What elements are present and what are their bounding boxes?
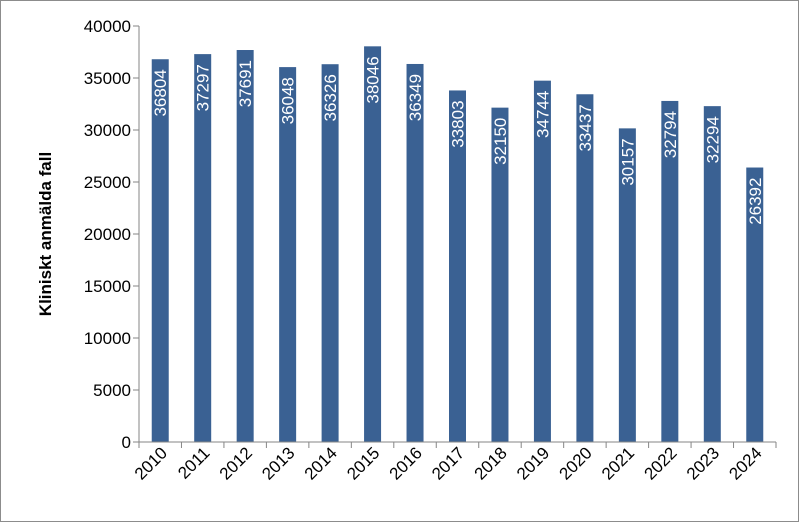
y-tick-label: 40000 <box>84 17 131 36</box>
bars <box>151 46 764 443</box>
x-tick-label: 2023 <box>683 443 723 483</box>
bar <box>449 90 466 443</box>
x-tick-label: 2011 <box>174 443 213 482</box>
x-tick-label: 2014 <box>301 443 341 483</box>
bar <box>364 46 382 443</box>
data-label: 33437 <box>576 104 595 151</box>
y-axis: 0 5000 10000 15000 20000 25000 30000 35000 40000 <box>84 17 140 452</box>
y-tick-label: 0 <box>122 433 131 452</box>
x-tick-label: 2017 <box>428 443 468 483</box>
x-tick-label: 2024 <box>725 443 765 483</box>
data-labels: 36804 37297 37691 36048 36326 38046 36349 33803… <box>151 56 765 224</box>
data-label: 36048 <box>279 77 298 124</box>
x-tick-label: 2010 <box>131 443 171 483</box>
y-tick-label: 10000 <box>84 329 131 348</box>
data-label: 36804 <box>151 69 170 116</box>
y-tick-label: 20000 <box>84 225 131 244</box>
data-label: 33803 <box>449 100 468 147</box>
data-label: 32294 <box>703 116 722 163</box>
bar <box>533 80 551 442</box>
y-tick-label: 35000 <box>84 69 131 88</box>
bar <box>576 94 594 443</box>
x-tick-label: 2020 <box>556 443 596 483</box>
x-tick-label: 2022 <box>640 443 680 483</box>
bar <box>194 54 212 442</box>
x-axis: 2010 2011 2012 2013 2014 2015 2016 2017 2018 2019… <box>131 441 777 484</box>
data-label: 34744 <box>533 91 552 138</box>
y-tick-label: 25000 <box>84 173 131 192</box>
bar <box>491 107 509 442</box>
data-label: 37297 <box>194 64 213 111</box>
bar <box>746 167 764 442</box>
data-label: 38046 <box>364 56 383 103</box>
x-tick-label: 2021 <box>598 443 638 483</box>
x-tick-label: 2015 <box>343 443 383 483</box>
bar <box>151 59 169 442</box>
data-label: 32794 <box>661 111 680 158</box>
bar <box>661 100 679 443</box>
data-label: 26392 <box>746 178 765 225</box>
y-tick-label: 5000 <box>93 381 131 400</box>
bar <box>236 50 254 442</box>
x-tick-label: 2016 <box>386 443 426 483</box>
y-tick-label: 15000 <box>84 277 131 296</box>
bar <box>321 64 339 442</box>
bar <box>279 67 297 442</box>
data-label: 36349 <box>406 74 425 121</box>
data-label: 37691 <box>236 60 255 107</box>
x-tick-label: 2019 <box>513 443 553 483</box>
bar <box>406 63 424 443</box>
bar <box>703 106 721 443</box>
x-tick-label: 2013 <box>258 443 298 483</box>
data-label: 30157 <box>618 138 637 185</box>
x-tick-label: 2012 <box>216 443 256 483</box>
data-label: 36326 <box>321 74 340 121</box>
y-axis-title: Kliniskt anmälda fall <box>36 152 55 316</box>
y-tick-label: 30000 <box>84 121 131 140</box>
x-tick-label: 2018 <box>471 443 511 483</box>
data-label: 32150 <box>491 118 510 165</box>
bar <box>618 128 636 443</box>
